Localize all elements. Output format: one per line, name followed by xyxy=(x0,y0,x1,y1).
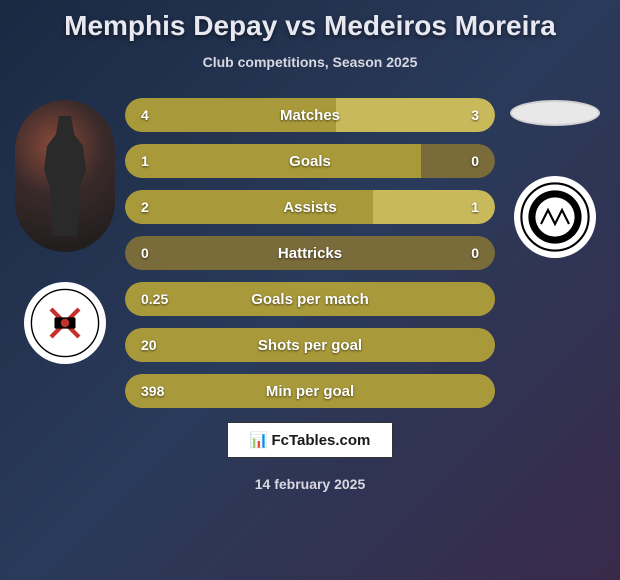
stat-bar: 398 Min per goal xyxy=(125,374,495,408)
svg-text:A.A.P.P: A.A.P.P xyxy=(546,192,565,198)
stat-label: Shots per goal xyxy=(258,337,362,354)
footer: 📊 FcTables.com 14 february 2025 xyxy=(15,422,605,492)
stat-bar: 0 Hattricks 0 xyxy=(125,236,495,270)
player1-photo xyxy=(15,100,115,252)
stat-bar: 20 Shots per goal xyxy=(125,328,495,362)
player1-column xyxy=(15,90,115,364)
brand-logo: 📊 FcTables.com xyxy=(227,422,394,458)
player2-club-logo: A.A.P.P xyxy=(514,176,596,258)
stat-value-right: 1 xyxy=(471,199,479,215)
player2-column: A.A.P.P xyxy=(505,90,605,258)
stat-label: Hattricks xyxy=(278,245,342,262)
stat-value-left: 2 xyxy=(141,199,149,215)
stat-value-left: 398 xyxy=(141,383,164,399)
stat-label: Goals xyxy=(289,153,331,170)
subtitle: Club competitions, Season 2025 xyxy=(15,54,605,70)
stat-value-left: 20 xyxy=(141,337,157,353)
stat-bar: 1 Goals 0 xyxy=(125,144,495,178)
player1-club-logo xyxy=(24,282,106,364)
player2-photo-placeholder xyxy=(510,100,600,126)
comparison-body: 4 Matches 3 1 Goals 0 2 Assists 1 0 Hattricks 0 0.25… xyxy=(15,90,605,408)
stat-value-left: 1 xyxy=(141,153,149,169)
stat-bar: 4 Matches 3 xyxy=(125,98,495,132)
stat-label: Min per goal xyxy=(266,383,354,400)
stat-value-right: 3 xyxy=(471,107,479,123)
stat-label: Matches xyxy=(280,107,340,124)
stat-value-left: 0.25 xyxy=(141,291,168,307)
stat-value-left: 0 xyxy=(141,245,149,261)
stat-value-right: 0 xyxy=(471,245,479,261)
date-label: 14 february 2025 xyxy=(15,476,605,492)
stat-value-right: 0 xyxy=(471,153,479,169)
comparison-title: Memphis Depay vs Medeiros Moreira xyxy=(15,10,605,42)
stats-bars: 4 Matches 3 1 Goals 0 2 Assists 1 0 Hattricks 0 0.25… xyxy=(125,90,495,408)
stat-bar: 2 Assists 1 xyxy=(125,190,495,224)
stat-label: Assists xyxy=(283,199,336,216)
stat-value-left: 4 xyxy=(141,107,149,123)
stat-label: Goals per match xyxy=(251,291,369,308)
stat-bar: 0.25 Goals per match xyxy=(125,282,495,316)
